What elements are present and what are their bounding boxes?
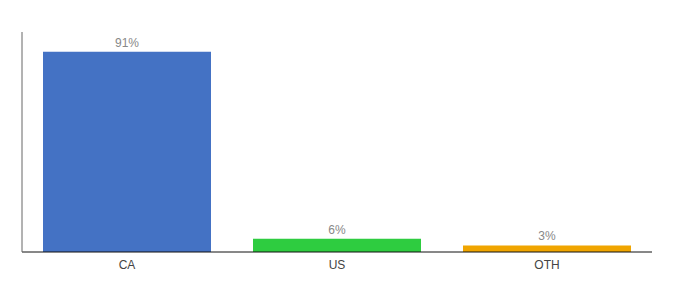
svg-text:3%: 3% [538,229,556,243]
svg-text:US: US [329,258,346,272]
svg-text:OTH: OTH [534,258,559,272]
svg-text:6%: 6% [328,223,346,237]
svg-text:91%: 91% [115,36,139,50]
svg-text:CA: CA [119,258,136,272]
